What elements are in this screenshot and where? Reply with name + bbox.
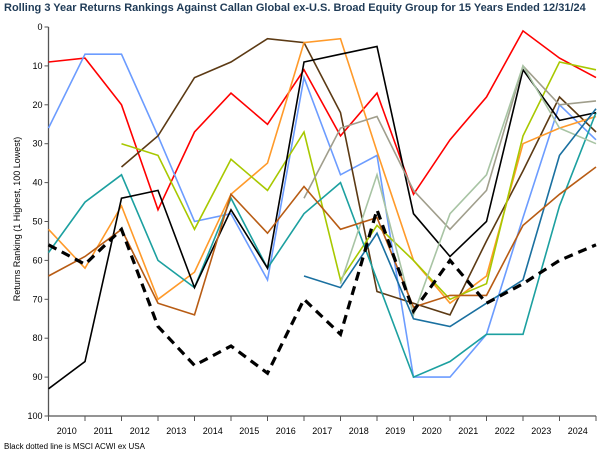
series-line-1 bbox=[48, 29, 597, 212]
x-tick-label: 2022 bbox=[495, 426, 515, 436]
x-tick-label: 2021 bbox=[458, 426, 478, 436]
series-line-5 bbox=[121, 61, 597, 301]
x-tick-label: 2010 bbox=[57, 426, 77, 436]
y-tick-label: 50 bbox=[32, 217, 42, 227]
y-tick-label: 30 bbox=[32, 139, 42, 149]
x-tick-label: 2015 bbox=[239, 426, 259, 436]
x-tick-label: 2018 bbox=[349, 426, 369, 436]
axes: 0 10 20 30 40 50 60 70 80 90 100 2010 2011 2012 2013 20… bbox=[27, 22, 597, 436]
series-line-11 bbox=[48, 166, 597, 316]
y-tick-label: 60 bbox=[32, 255, 42, 265]
y-tick-label: 80 bbox=[32, 333, 42, 343]
series-group bbox=[47, 29, 597, 390]
x-tick-label: 2023 bbox=[531, 426, 551, 436]
series-line-6 bbox=[47, 112, 597, 379]
y-tick-label: 0 bbox=[37, 22, 42, 32]
series-line-9 bbox=[339, 63, 597, 318]
series-line-3 bbox=[120, 37, 597, 316]
x-tick-label: 2011 bbox=[94, 426, 113, 436]
x-tick-label: 2017 bbox=[312, 426, 332, 436]
x-tick-label: 2024 bbox=[568, 426, 588, 436]
y-tick-label: 20 bbox=[32, 100, 42, 110]
series-line-8 bbox=[303, 64, 597, 231]
y-tick-label: 10 bbox=[32, 61, 42, 71]
x-tick-label: 2016 bbox=[276, 426, 296, 436]
footnote: Black dotted line is MSCI ACWI ex USA bbox=[4, 442, 145, 451]
x-tick-label: 2013 bbox=[166, 426, 186, 436]
x-tick-label: 2020 bbox=[422, 426, 442, 436]
y-tick-label: 70 bbox=[32, 294, 42, 304]
y-tick-label: 40 bbox=[32, 178, 42, 188]
benchmark-dashed-line bbox=[47, 204, 597, 376]
series-line-10 bbox=[303, 108, 597, 328]
x-tick-label: 2014 bbox=[203, 426, 223, 436]
y-tick-label: 90 bbox=[32, 372, 42, 382]
series-line-2 bbox=[47, 53, 597, 378]
x-tick-label: 2012 bbox=[130, 426, 150, 436]
chart-title: Rolling 3 Year Returns Rankings Against … bbox=[4, 2, 586, 14]
y-tick-label: 100 bbox=[27, 411, 42, 421]
series-line-7 bbox=[48, 45, 597, 390]
x-tick-label: 2019 bbox=[385, 426, 405, 436]
